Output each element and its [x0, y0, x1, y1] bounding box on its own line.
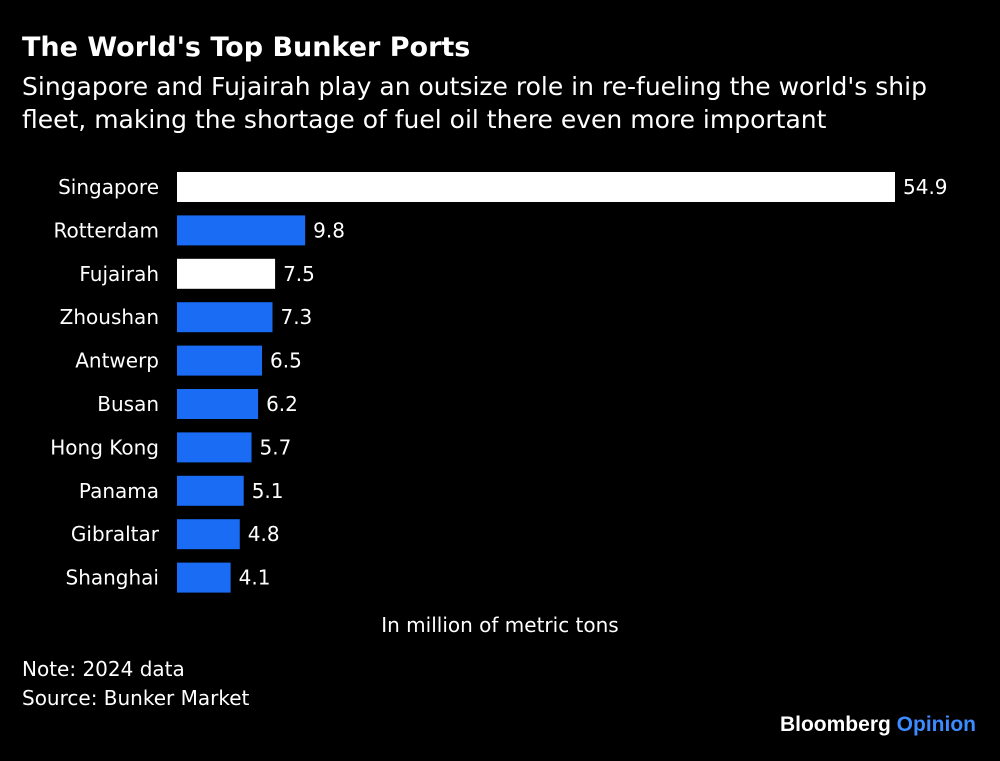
logo-product: Opinion — [896, 713, 976, 736]
bar-panama — [177, 475, 244, 506]
chart-title: The World's Top Bunker Ports — [22, 32, 471, 63]
value-label-shanghai: 4.1 — [239, 566, 271, 590]
logo-brand: Bloomberg — [779, 713, 891, 736]
category-label-rotterdam: Rotterdam — [53, 218, 159, 242]
category-label-shanghai: Shanghai — [66, 566, 160, 590]
value-label-fujairah: 7.5 — [283, 262, 315, 286]
category-label-zhoushan: Zhoushan — [60, 305, 159, 329]
category-label-gibraltar: Gibraltar — [71, 522, 160, 546]
note-text: Note: 2024 data — [22, 657, 185, 681]
bar-fujairah — [177, 258, 276, 289]
category-label-fujairah: Fujairah — [79, 262, 159, 286]
value-label-hong-kong: 5.7 — [260, 435, 292, 459]
category-label-antwerp: Antwerp — [75, 349, 159, 373]
bar-chart: Singapore 54.9 Rotterdam 9.8 Fujairah 7.5 Zhou… — [50, 172, 948, 593]
value-label-zhoushan: 7.3 — [280, 305, 312, 329]
bar-shanghai — [177, 562, 231, 593]
category-label-hong-kong: Hong Kong — [50, 435, 159, 459]
value-label-panama: 5.1 — [252, 479, 284, 503]
bar-gibraltar — [177, 519, 240, 550]
value-label-busan: 6.2 — [266, 392, 298, 416]
value-label-singapore: 54.9 — [903, 175, 948, 199]
bar-antwerp — [177, 345, 263, 376]
bar-hong-kong — [177, 432, 252, 463]
bloomberg-opinion-logo: Bloomberg Opinion — [780, 713, 976, 737]
bar-singapore — [177, 172, 895, 202]
value-label-gibraltar: 4.8 — [248, 522, 280, 546]
category-label-singapore: Singapore — [58, 175, 159, 199]
bar-zhoushan — [177, 302, 273, 333]
category-label-busan: Busan — [97, 392, 159, 416]
bar-busan — [177, 389, 259, 419]
value-label-rotterdam: 9.8 — [313, 218, 345, 242]
source-text: Source: Bunker Market — [22, 686, 250, 710]
x-axis-label: In million of metric tons — [381, 613, 619, 637]
value-label-antwerp: 6.5 — [270, 349, 302, 373]
bar-rotterdam — [177, 215, 306, 246]
chart-subtitle: Singapore and Fujairah play an outsize r… — [22, 72, 927, 134]
category-label-panama: Panama — [79, 479, 159, 503]
